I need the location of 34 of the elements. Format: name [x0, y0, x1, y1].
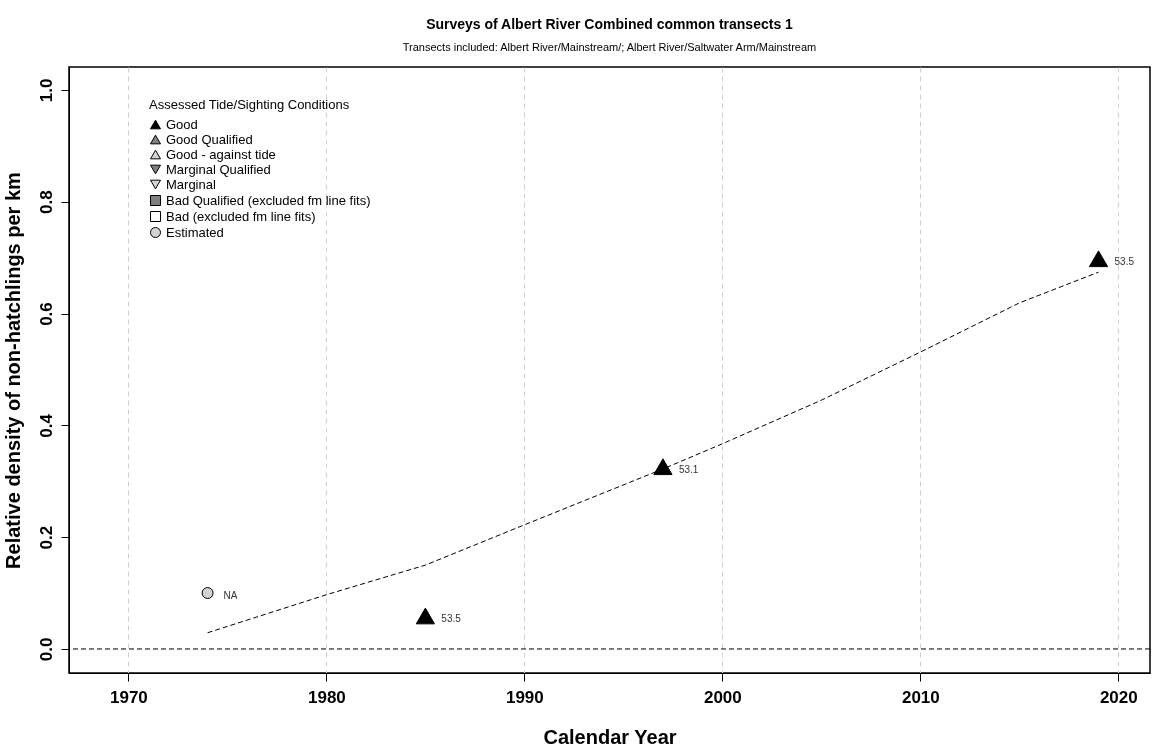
y-tick-label: 1.0: [36, 78, 56, 103]
x-tick-label: 2020: [1099, 687, 1138, 707]
chart-title: Surveys of Albert River Combined common transects 1: [426, 16, 794, 32]
legend-label: Marginal: [166, 176, 216, 192]
y-tick-label: 0.8: [36, 190, 56, 215]
legend-label: Marginal Qualified: [166, 161, 271, 177]
x-tick-label: 1970: [109, 687, 148, 707]
point: [653, 458, 673, 476]
annotation: 53.1: [678, 463, 699, 475]
legend-title: Assessed Tide/Sighting Conditions: [149, 97, 350, 112]
line-series: [207, 271, 1100, 634]
x-tick-label: 1980: [307, 687, 346, 707]
y-axis-title: Relative density of non-hatchlings per km: [1, 172, 24, 569]
annotation: 53.5: [1114, 255, 1135, 267]
legend-label: Bad (excluded fm line fits): [166, 208, 316, 224]
legend-label: Bad Qualified (excluded fm line fits): [166, 192, 371, 208]
x-axis-title: Calendar Year: [543, 725, 677, 748]
legend-label: Good - against tide: [166, 146, 276, 162]
y-tick-label: 0.2: [36, 525, 56, 550]
annotation: 53.5: [441, 612, 462, 624]
annotation: NA: [223, 590, 238, 602]
point: [201, 587, 214, 600]
y-tick-label: 0.0: [36, 637, 56, 662]
point: [415, 607, 435, 625]
x-tick-label: 2010: [901, 687, 940, 707]
legend-label: Good Qualified: [166, 131, 253, 147]
y-tick-label: 0.6: [36, 302, 56, 326]
x-tick-label: 2000: [703, 687, 742, 707]
chart-subtitle: Transects included: Albert River/Mainstream/; Albert River/Saltwater Arm/Mainstream: [402, 41, 817, 53]
legend-label: Good: [166, 116, 198, 132]
y-tick-label: 0.4: [36, 413, 56, 438]
legend-label: Estimated: [166, 224, 224, 240]
point: [1088, 250, 1109, 268]
x-tick-label: 1990: [505, 687, 544, 707]
